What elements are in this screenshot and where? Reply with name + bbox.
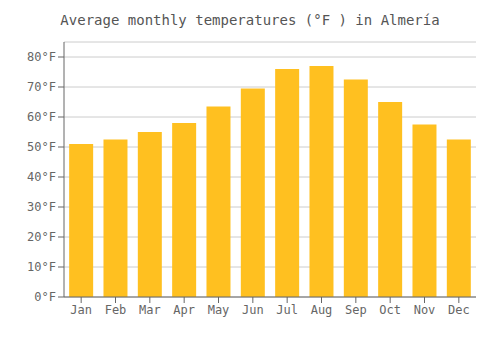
svg-text:May: May: [208, 303, 230, 317]
svg-text:Feb: Feb: [105, 303, 127, 317]
html-text:Average monthly temperatures (: Average monthly temperatures (°F ) in Al…: [60, 12, 440, 28]
svg-text:10°F: 10°F: [27, 260, 56, 274]
svg-text:Jul: Jul: [276, 303, 298, 317]
svg-text:80°F: 80°F: [27, 50, 56, 64]
svg-text:Apr: Apr: [173, 303, 195, 317]
svg-text:Nov: Nov: [414, 303, 436, 317]
svg-text:Dec: Dec: [448, 303, 470, 317]
svg-text:Jan: Jan: [70, 303, 92, 317]
svg-text:70°F: 70°F: [27, 80, 56, 94]
svg-text:20°F: 20°F: [27, 230, 56, 244]
svg-text:30°F: 30°F: [27, 200, 56, 214]
svg-text:0°F: 0°F: [34, 290, 56, 304]
svg-text:Sep: Sep: [345, 303, 367, 317]
svg-text:Aug: Aug: [311, 303, 333, 317]
svg-text:50°F: 50°F: [27, 140, 56, 154]
svg-text:Oct: Oct: [379, 303, 401, 317]
svg-text:Mar: Mar: [139, 303, 161, 317]
svg-text:40°F: 40°F: [27, 170, 56, 184]
svg-text:60°F: 60°F: [27, 110, 56, 124]
svg-text:Jun: Jun: [242, 303, 264, 317]
